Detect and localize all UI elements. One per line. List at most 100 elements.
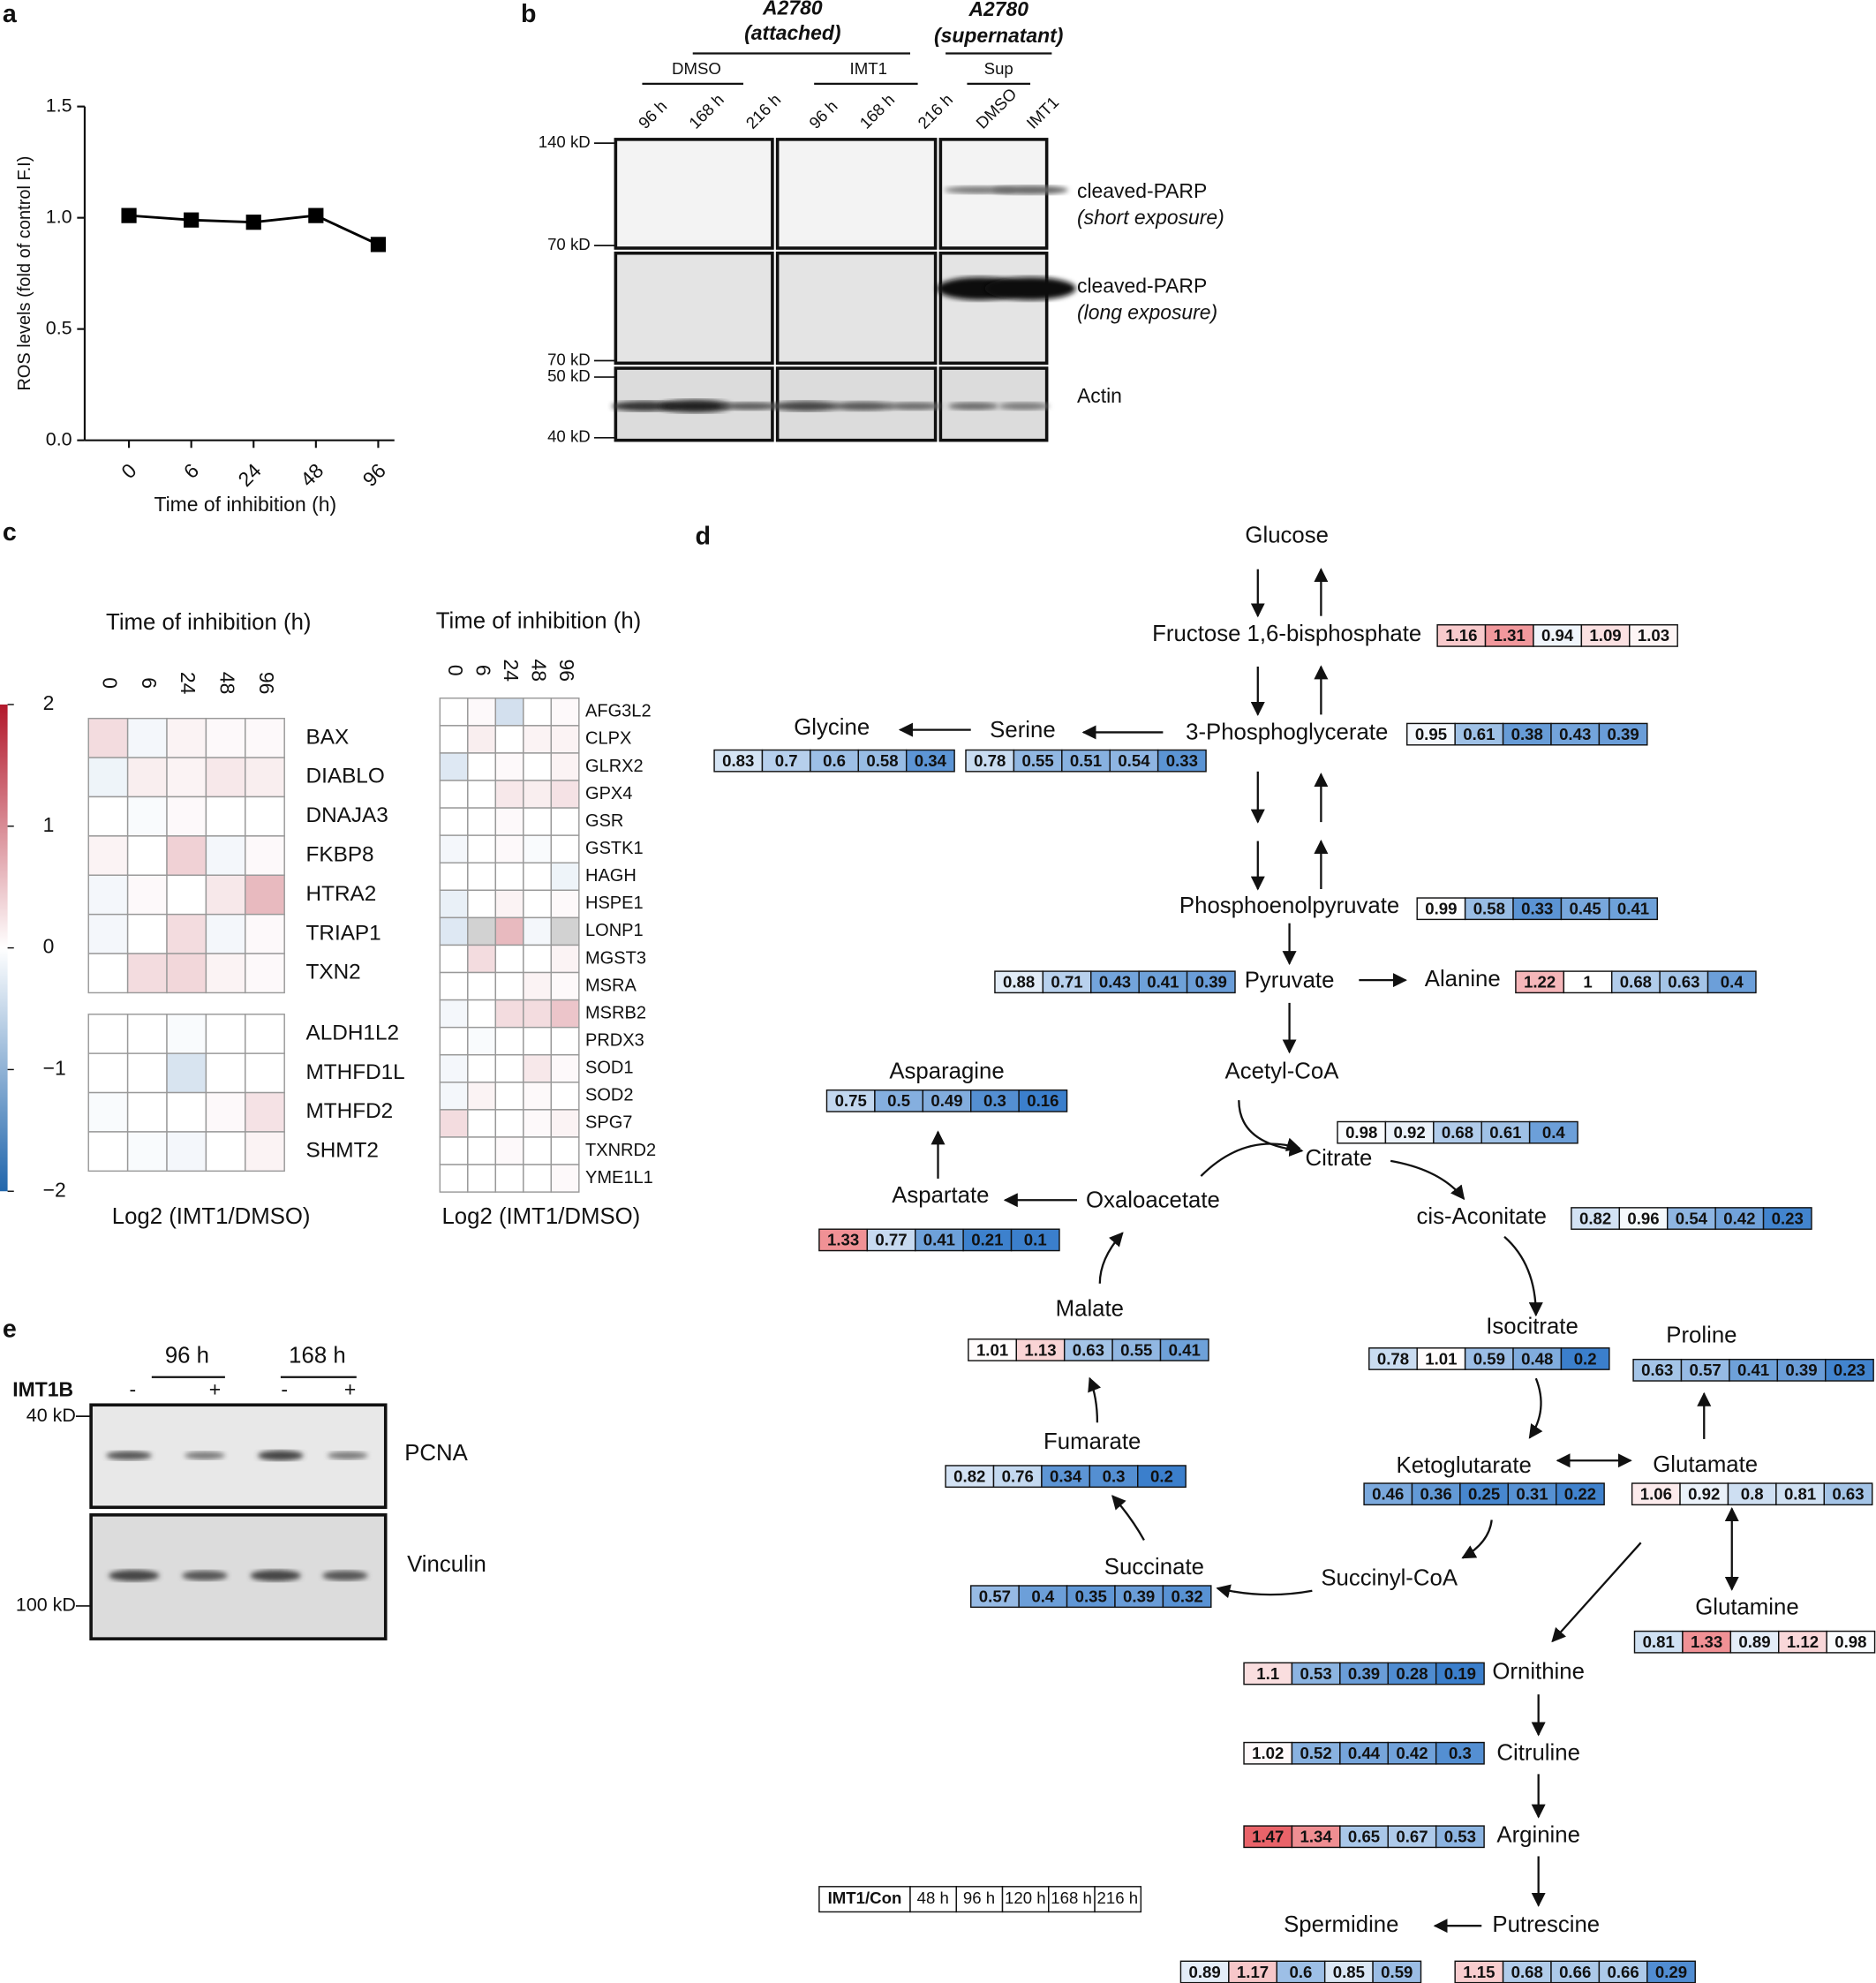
sign-label: -	[130, 1378, 137, 1401]
fold-value: 0.8	[1741, 1485, 1764, 1504]
fold-value: 0.54	[1676, 1209, 1708, 1227]
fold-cell	[1291, 1741, 1341, 1765]
metabolite-name: Oxaloacetate	[1086, 1188, 1220, 1213]
heat-cell	[550, 752, 580, 781]
heat-cell	[523, 1164, 553, 1193]
metabolite-name: Succinate	[1104, 1555, 1204, 1580]
fold-value: 0.6	[1290, 1963, 1313, 1981]
size-marker: 140 kD	[539, 132, 591, 151]
band	[773, 401, 840, 411]
heat-cell	[550, 1164, 580, 1193]
metabolite-name: Pyruvate	[1245, 968, 1335, 992]
fold-cell	[965, 749, 1015, 773]
heat-cell	[523, 999, 553, 1029]
blot-frame	[614, 251, 774, 366]
fold-cell	[1826, 1630, 1876, 1654]
heat-cell	[205, 717, 246, 758]
heat-cell	[205, 795, 246, 837]
heat-cell	[550, 999, 580, 1029]
size-marker: 40 kD	[547, 427, 591, 446]
fold-value: 0.36	[1420, 1485, 1452, 1504]
metabolite-name: Succinyl-CoA	[1321, 1566, 1458, 1591]
metabolite-name: Asparagine	[889, 1059, 1004, 1083]
heat-cell	[550, 1136, 580, 1165]
band-label: cleaved-PARP	[1077, 179, 1207, 202]
heat-cell	[523, 971, 553, 1001]
heat-cell	[205, 1052, 246, 1094]
fold-cell	[1680, 1358, 1730, 1382]
fold-value: 0.34	[915, 751, 947, 770]
metabolite-name: Aspartate	[892, 1183, 989, 1208]
metabolite-name: Putrescine	[1492, 1912, 1600, 1937]
y-tick-label: 1.5	[46, 94, 72, 116]
row-label: YME1L1	[585, 1168, 653, 1188]
row-label: HAGH	[585, 866, 637, 886]
fold-value: 1	[1583, 973, 1592, 992]
heat-cell	[523, 834, 553, 863]
fold-value: 0.2	[1150, 1467, 1173, 1486]
colorbar	[0, 704, 8, 1192]
heat-cell	[550, 1082, 580, 1111]
panel-label: b	[521, 0, 536, 28]
row-label: MGST3	[585, 948, 646, 968]
row-label: PRDX3	[585, 1031, 644, 1051]
heat-cell	[166, 874, 207, 916]
fold-value: 0.22	[1564, 1485, 1596, 1504]
fold-cell	[970, 1089, 1020, 1112]
heat-cell	[523, 1136, 553, 1165]
blot-frame	[938, 251, 1049, 366]
heat-cell	[494, 752, 524, 781]
fold-value: 0.95	[1415, 725, 1447, 743]
arrow	[1390, 1159, 1465, 1201]
fold-value: 0.53	[1444, 1828, 1476, 1846]
heat-cell	[245, 795, 285, 837]
heat-cell	[467, 944, 497, 974]
fold-cell	[1507, 1482, 1557, 1506]
fold-value: 0.28	[1396, 1664, 1428, 1683]
heat-cell	[467, 862, 497, 892]
fold-value: 0.75	[835, 1091, 867, 1110]
lane-label: 216 h	[742, 90, 785, 132]
metabolite-name: Ornithine	[1492, 1660, 1585, 1685]
size-marker: 40 kD	[26, 1405, 76, 1426]
fold-value: 0.51	[1070, 751, 1102, 770]
fold-value: 0.21	[971, 1231, 1003, 1249]
fold-value: 0.33	[1521, 900, 1553, 918]
fold-value: 0.76	[1002, 1467, 1034, 1486]
fold-value: 1.15	[1463, 1963, 1495, 1981]
fold-value: 0.57	[1690, 1361, 1722, 1379]
heat-cell	[205, 874, 246, 916]
heat-cell	[494, 1136, 524, 1165]
fold-value: 0.68	[1511, 1963, 1543, 1981]
heat-cell	[467, 1054, 497, 1083]
heat-cell	[87, 1091, 129, 1133]
band-label: Vinculin	[407, 1552, 486, 1577]
fold-value: 0.5	[887, 1091, 910, 1110]
fold-value: 0.33	[1166, 751, 1198, 770]
fold-value: 0.4	[1542, 1123, 1566, 1142]
fold-cell	[1041, 1465, 1091, 1489]
heat-cell	[166, 717, 207, 758]
fold-value: 1.09	[1589, 626, 1621, 645]
fold-value: 0.85	[1333, 1963, 1365, 1981]
fold-value: 0.63	[1641, 1361, 1673, 1379]
fold-value: 0.67	[1396, 1828, 1428, 1846]
heat-cell	[494, 1054, 524, 1083]
fold-value: 0.43	[1559, 725, 1591, 743]
fold-value: 1.47	[1252, 1828, 1284, 1846]
lane-label: IMT1	[1022, 93, 1062, 132]
heat-cell	[126, 874, 168, 916]
heat-cell	[550, 725, 580, 754]
lane-label: 96 h	[635, 96, 670, 132]
heat-cell	[87, 953, 129, 994]
fold-cell	[1013, 749, 1063, 773]
heat-cell	[550, 971, 580, 1001]
colorbar-label: 0	[43, 935, 55, 958]
metabolite-name: Fructose 1,6-bisphosphate	[1152, 622, 1421, 646]
fold-value: 0.41	[1737, 1361, 1769, 1379]
fold-cell	[1162, 1585, 1212, 1609]
heat-cell	[494, 889, 524, 919]
row-label: MTHFD1L	[306, 1060, 405, 1084]
heat-cell	[550, 1109, 580, 1138]
fold-value: 0.4	[1031, 1587, 1055, 1606]
